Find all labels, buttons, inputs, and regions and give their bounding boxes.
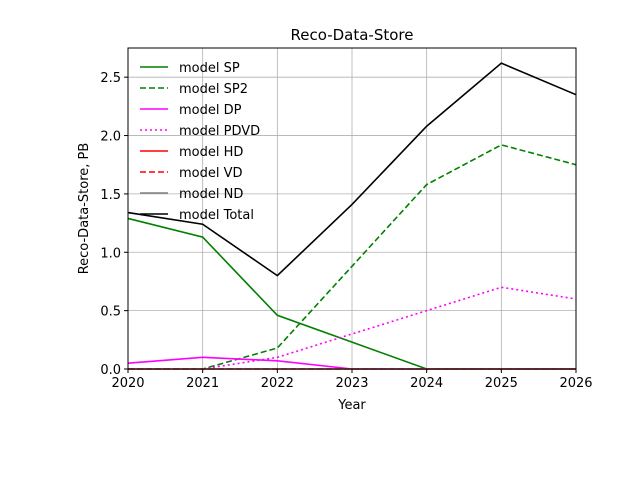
legend-label-model-pdvd: model PDVD	[179, 124, 260, 139]
y-tick-label: 0.5	[100, 305, 121, 320]
legend: model SP model SP2 model DP model PDVD model…	[140, 61, 260, 223]
y-tick-label: 1.5	[100, 188, 121, 203]
legend-label-model-vd: model VD	[179, 166, 243, 181]
x-tick-label: 2021	[186, 376, 219, 391]
legend-label-model-dp: model DP	[179, 103, 242, 118]
y-tick-label: 0.0	[100, 363, 121, 378]
x-tick-label: 2025	[485, 376, 518, 391]
x-tick-label: 2023	[335, 376, 368, 391]
x-tick-label: 2024	[410, 376, 443, 391]
legend-label-model-nd: model ND	[179, 187, 243, 202]
y-tick-label: 1.0	[100, 246, 121, 261]
grid	[127, 48, 577, 370]
y-tick-label: 2.0	[100, 130, 121, 145]
y-axis-ticks: 0.0 0.5 1.0 1.5 2.0 2.5	[100, 71, 128, 378]
y-tick-label: 2.5	[100, 71, 121, 86]
legend-label-model-sp: model SP	[179, 61, 240, 76]
legend-label-model-total: model Total	[179, 208, 254, 223]
x-tick-label: 2022	[261, 376, 294, 391]
series-line-model-total	[127, 62, 577, 277]
legend-label-model-hd: model HD	[179, 145, 243, 160]
legend-label-model-sp2: model SP2	[179, 82, 248, 97]
x-tick-label: 2026	[559, 376, 592, 391]
chart-title: Reco-Data-Store	[291, 26, 414, 44]
y-axis-label: Reco-Data-Store, PB	[77, 143, 92, 275]
x-axis-label: Year	[337, 398, 366, 413]
x-tick-label: 2020	[111, 376, 144, 391]
x-axis-ticks: 2020 2021 2022 2023 2024 2025 2026	[111, 369, 593, 391]
